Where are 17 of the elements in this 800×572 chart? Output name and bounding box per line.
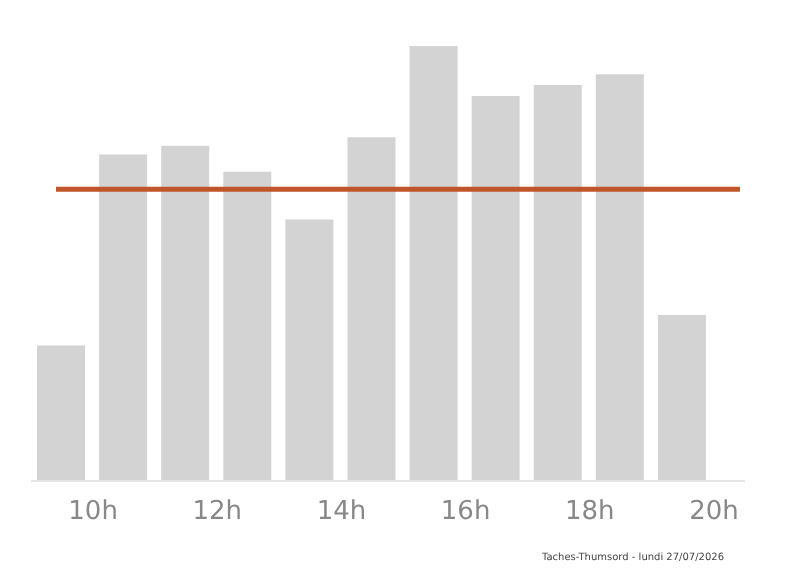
bar <box>223 171 272 480</box>
x-tick-label: 18h <box>565 497 615 527</box>
bar <box>657 315 706 480</box>
bar <box>471 95 520 480</box>
bar <box>37 345 86 480</box>
x-tick-label: 16h <box>440 497 491 527</box>
bar <box>533 85 582 480</box>
x-tick-label: 10h <box>68 497 118 527</box>
bar <box>409 46 458 480</box>
bar <box>161 145 210 480</box>
bar <box>285 219 334 480</box>
bar <box>347 137 396 480</box>
x-tick-label: 12h <box>192 497 243 527</box>
bar <box>99 154 148 480</box>
x-tick-label: 14h <box>316 497 367 527</box>
x-tick-label: 20h <box>689 497 739 527</box>
bar <box>595 74 644 480</box>
